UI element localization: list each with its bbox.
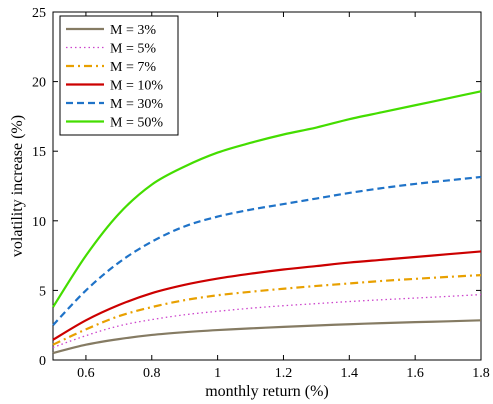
y-tick-label: 5 — [39, 284, 46, 299]
legend-label-3: M = 10% — [110, 79, 163, 94]
series-line-2 — [52, 273, 482, 346]
x-axis-title: monthly return (%) — [205, 383, 329, 400]
y-tick-label: 10 — [32, 215, 46, 230]
x-tick-label: 1.2 — [275, 366, 293, 381]
x-tick-label: 1.4 — [341, 366, 359, 381]
x-tick-label: 1.6 — [406, 366, 424, 381]
legend-label-2: M = 7% — [110, 60, 156, 75]
series-line-0 — [52, 319, 482, 355]
series-line-5 — [52, 90, 482, 308]
y-tick-label: 25 — [32, 6, 46, 21]
legend-box — [59, 15, 179, 136]
x-axis: 0.6 0.8 1 1.2 1.4 1.6 1.8 — [77, 12, 490, 381]
legend-label-1: M = 5% — [110, 42, 156, 57]
x-tick-label: 1 — [214, 366, 221, 381]
series-line-3 — [52, 250, 482, 341]
legend-label-5: M = 50% — [110, 116, 163, 131]
x-tick-label: 0.8 — [143, 366, 161, 381]
legend-label-4: M = 30% — [110, 97, 163, 112]
y-axis-title: volatility increase (%) — [9, 115, 26, 257]
y-tick-label: 15 — [32, 145, 46, 160]
series-line-1 — [52, 293, 482, 349]
y-tick-label: 0 — [39, 354, 46, 369]
series-layer — [52, 90, 482, 355]
y-tick-label: 20 — [32, 76, 46, 91]
y-axis: 0 5 10 15 20 25 — [32, 6, 481, 369]
series-line-4 — [52, 175, 482, 326]
legend-label-0: M = 3% — [110, 23, 156, 38]
x-tick-label: 1.8 — [472, 366, 490, 381]
x-tick-label: 0.6 — [77, 366, 95, 381]
legend: M = 3% M = 5% M = 7% M = 10% M = 30% M = 50% — [59, 15, 179, 136]
